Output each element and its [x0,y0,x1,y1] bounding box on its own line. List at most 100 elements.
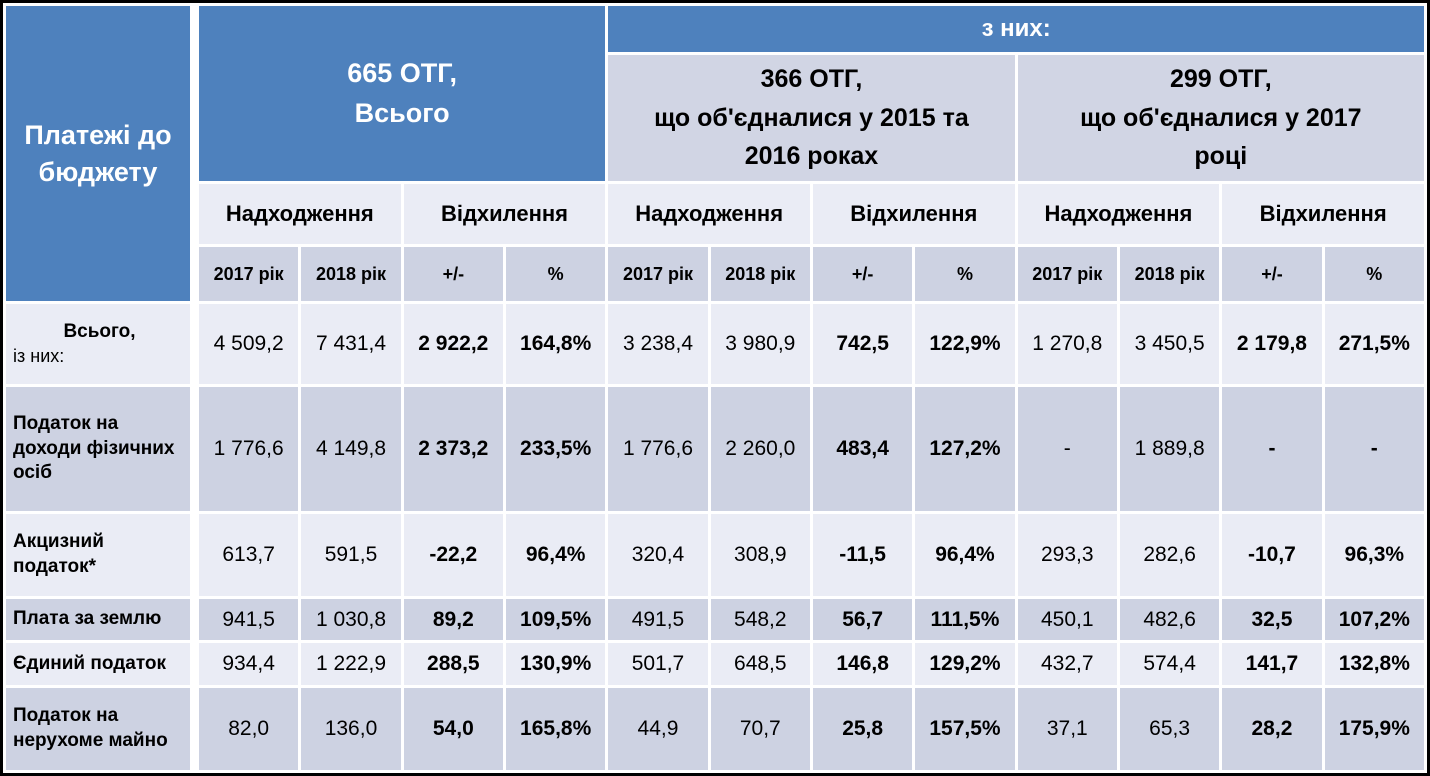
cell-value: 282,6 [1119,513,1220,597]
cell-value: 941,5 [199,599,299,641]
cell-value: 132,8% [1324,643,1424,685]
row-label-sub: із них: [13,345,65,366]
col-2017-header: 2017 рік [608,247,708,301]
cell-value: 89,2 [403,599,503,641]
col-diff-header: +/- [812,247,913,301]
cell-value: 136,0 [301,687,401,770]
cell-value: 164,8% [505,304,606,385]
cell-value: -11,5 [812,513,913,597]
col-2018-header: 2018 рік [301,247,401,301]
header-row-measures: Надходження Відхилення Надходження Відхилен… [6,184,1424,244]
cell-value: 432,7 [1017,643,1117,685]
cell-value: 2 373,2 [403,387,503,511]
cell-value: 2 922,2 [403,304,503,385]
cell-value: - [1017,387,1117,511]
table-body: Всього, із них: 4 509,2 7 431,4 2 922,2 164,8… [6,304,1424,770]
row-label-main: Всього, [63,321,136,343]
row-label: Всього, із них: [6,304,196,385]
col-2017-header: 2017 рік [199,247,299,301]
cell-value: 1 270,8 [1017,304,1117,385]
cell-value: 165,8% [505,687,606,770]
col-percent-header: % [915,247,1015,301]
col-diff-header: +/- [403,247,503,301]
cell-value: 1 030,8 [301,599,401,641]
col-2018-header: 2018 рік [710,247,810,301]
cell-value: 3 238,4 [608,304,708,385]
cell-value: 32,5 [1222,599,1322,641]
cell-value: 1 776,6 [608,387,708,511]
deviation-header: Відхилення [1222,184,1424,244]
cell-value: 109,5% [505,599,606,641]
cell-value: 450,1 [1017,599,1117,641]
cell-value: 96,3% [1324,513,1424,597]
cell-value: -22,2 [403,513,503,597]
table-row: Єдиний податок 934,4 1 222,9 288,5 130,9% 501… [6,643,1424,685]
row-label: Єдиний податок [6,643,196,685]
cell-value: 501,7 [608,643,708,685]
receipts-header: Надходження [1017,184,1220,244]
group-header-665-otg: 665 ОТГ, Всього [199,6,606,181]
cell-value: 157,5% [915,687,1015,770]
cell-value: 7 431,4 [301,304,401,385]
cell-value: 127,2% [915,387,1015,511]
col-2017-header: 2017 рік [1017,247,1117,301]
table-row: Податок на доходи фізичних осіб 1 776,6 4 … [6,387,1424,511]
receipts-header: Надходження [199,184,401,244]
receipts-header: Надходження [608,184,810,244]
col-percent-header: % [1324,247,1424,301]
row-label: Податок на доходи фізичних осіб [6,387,196,511]
cell-value: 308,9 [710,513,810,597]
cell-value: -10,7 [1222,513,1322,597]
deviation-header: Відхилення [403,184,606,244]
cell-value: 70,7 [710,687,810,770]
cell-value: 146,8 [812,643,913,685]
cell-value: 742,5 [812,304,913,385]
group-header-366-otg: 366 ОТГ, що об'єдналися у 2015 та 2016 р… [608,55,1015,181]
col-2018-header: 2018 рік [1119,247,1220,301]
header-row-subgroups: 366 ОТГ, що об'єдналися у 2015 та 2016 р… [6,55,1424,181]
cell-value: 3 450,5 [1119,304,1220,385]
of-them-header: з них: [608,6,1424,52]
col-diff-header: +/- [1222,247,1322,301]
cell-value: 3 980,9 [710,304,810,385]
cell-value: 574,4 [1119,643,1220,685]
col-percent-header: % [505,247,606,301]
row-label: Податок на нерухоме майно [6,687,196,770]
cell-value: 1 776,6 [199,387,299,511]
cell-value: 141,7 [1222,643,1322,685]
header-row-years: 2017 рік 2018 рік +/-% 2017 рік 2018 рік +/-%… [6,247,1424,301]
cell-value: 175,9% [1324,687,1424,770]
cell-value: 96,4% [505,513,606,597]
cell-value: 65,3 [1119,687,1220,770]
cell-value: 271,5% [1324,304,1424,385]
cell-value: 25,8 [812,687,913,770]
cell-value: 56,7 [812,599,913,641]
table-row: Плата за землю 941,5 1 030,8 89,2 109,5% 491,… [6,599,1424,641]
row-label: Акцизний податок* [6,513,196,597]
cell-value: 107,2% [1324,599,1424,641]
cell-value: 37,1 [1017,687,1117,770]
cell-value: 96,4% [915,513,1015,597]
cell-value: 1 222,9 [301,643,401,685]
header-row-top: Платежі до бюджету 665 ОТГ, Всього з них… [6,6,1424,301]
table-row: Акцизний податок* 613,7 591,5 -22,2 96,4% 320… [6,513,1424,597]
corner-header-payments: Платежі до бюджету [6,6,196,301]
table-row: Податок на нерухоме майно 82,0 136,0 54,0 16… [6,687,1424,770]
cell-value: 130,9% [505,643,606,685]
cell-value: 934,4 [199,643,299,685]
cell-value: 82,0 [199,687,299,770]
cell-value: 293,3 [1017,513,1117,597]
cell-value: 288,5 [403,643,503,685]
cell-value: 482,6 [1119,599,1220,641]
cell-value: 591,5 [301,513,401,597]
cell-value: 129,2% [915,643,1015,685]
cell-value: 483,4 [812,387,913,511]
cell-value: 122,9% [915,304,1015,385]
cell-value: 320,4 [608,513,708,597]
deviation-header: Відхилення [812,184,1015,244]
cell-value: 4 149,8 [301,387,401,511]
cell-value: 2 260,0 [710,387,810,511]
cell-value: 548,2 [710,599,810,641]
cell-value: 613,7 [199,513,299,597]
